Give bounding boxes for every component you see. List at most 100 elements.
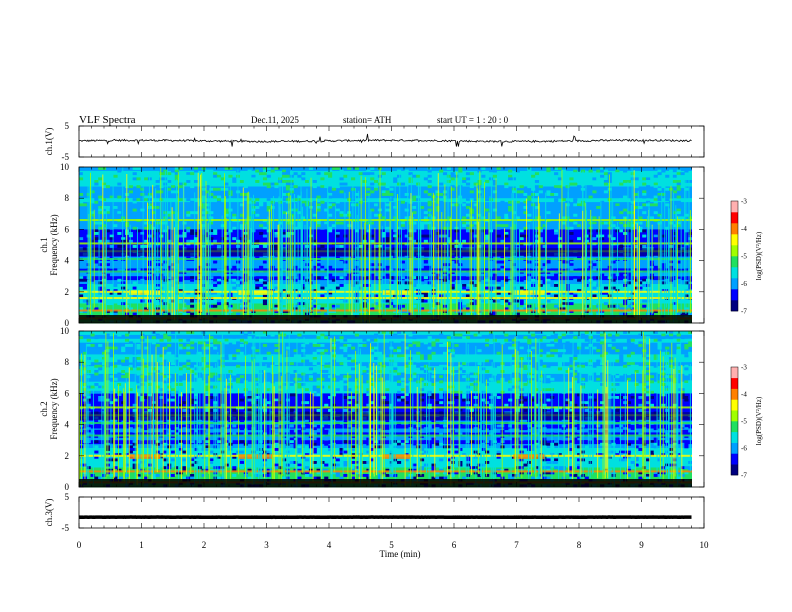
ch1-spectrogram-speckle bbox=[239, 174, 245, 178]
ch2-spectrogram-speckle bbox=[366, 476, 371, 480]
ch1-spectrogram-speckle bbox=[109, 198, 114, 202]
ch1-spectrogram-speckle bbox=[488, 265, 494, 269]
ch1-spectrogram-speckle bbox=[500, 229, 505, 233]
ch1-spectrogram-speckle bbox=[193, 255, 199, 259]
ch1-spectrogram-speckle bbox=[557, 195, 563, 199]
ch1-spectrogram-speckle bbox=[450, 284, 455, 287]
ch1-spectrogram-speckle bbox=[331, 221, 336, 225]
ch1-spectrogram-speckle bbox=[385, 229, 390, 233]
ch1-spectrogram-speckle bbox=[661, 281, 666, 285]
ch1-spectrogram-speckle bbox=[324, 213, 329, 217]
ch2-spectrogram-speckle bbox=[366, 390, 371, 394]
ch2-spectrogram-speckle bbox=[308, 367, 314, 371]
ch1-spectrogram-speckle bbox=[588, 312, 593, 316]
ch2-spectrogram-speckle bbox=[366, 437, 371, 441]
ch2-spectrogram-speckle bbox=[232, 409, 237, 412]
ch2-spectrogram-speckle bbox=[124, 453, 130, 457]
ch2-spectrogram-speckle bbox=[423, 354, 428, 358]
ch1-spectrogram-speckle bbox=[561, 265, 566, 269]
ch1-spectrogram-speckle bbox=[98, 221, 103, 225]
ch2-spectrogram-speckle bbox=[343, 362, 348, 366]
ch2-spectrogram-speckle bbox=[301, 461, 306, 464]
ch1-spectrogram-speckle bbox=[419, 299, 425, 303]
ch1-spectrogram-speckle bbox=[573, 278, 578, 282]
ch2-spectrogram-speckle bbox=[354, 377, 359, 381]
ch1-spectrogram-speckle bbox=[389, 187, 394, 191]
ch1-spectrogram-speckle bbox=[331, 185, 336, 189]
ch2-spectrogram-speckle bbox=[435, 401, 440, 405]
ch2-spectrogram-speckle bbox=[431, 468, 436, 472]
ch2-spectrogram-speckle bbox=[224, 354, 229, 358]
ch2-spectrogram-speckle bbox=[305, 458, 310, 462]
ch1-spectrogram-speckle bbox=[293, 185, 298, 189]
ch2-spectrogram-bg-row bbox=[79, 381, 692, 387]
ch1-spectrogram-speckle bbox=[423, 177, 428, 181]
ch1-spectrogram-speckle bbox=[504, 182, 509, 186]
ch1-spectrogram-speckle bbox=[653, 187, 658, 191]
ch2-spectrogram-speckle bbox=[400, 440, 405, 444]
ch2-spectrogram-speckle bbox=[167, 338, 172, 342]
ch1-spectrogram-speckle bbox=[396, 211, 402, 215]
ch1-spectrogram-speckle bbox=[324, 172, 329, 176]
ch1-spectrogram-speckle bbox=[396, 226, 402, 230]
ch1-spectrogram-speckle bbox=[623, 208, 628, 212]
ch1-spectrogram-speckle bbox=[209, 187, 214, 191]
ch1-spectrogram-speckle bbox=[435, 198, 440, 202]
ch1-spectrogram-speckle bbox=[297, 203, 302, 207]
ch2-spectrogram-speckle bbox=[316, 380, 321, 384]
ch1-spectrogram-speckle bbox=[201, 167, 206, 170]
ch1-spectrogram-speckle bbox=[523, 193, 528, 196]
ch1-spectrogram-speckle bbox=[320, 265, 325, 269]
ch1-spectrogram-speckle bbox=[511, 187, 517, 191]
ch1-spectrogram-speckle bbox=[592, 237, 597, 241]
ch1-spectrogram-speckle bbox=[477, 169, 482, 173]
ch2-spectrogram-speckle bbox=[94, 331, 99, 334]
ch2-spectrogram-speckle bbox=[316, 463, 321, 467]
ch1-spectrogram-speckle bbox=[485, 198, 490, 202]
ch1-spectrogram-speckle bbox=[554, 281, 559, 285]
ch1-spectrogram-speckle bbox=[412, 304, 417, 308]
ch2-spectrogram-speckle bbox=[312, 432, 317, 436]
ch2-spectrogram-speckle bbox=[86, 453, 91, 457]
ch2-spectrogram-speckle bbox=[312, 388, 317, 392]
ch2-spectrogram-speckle bbox=[98, 398, 103, 402]
ch1-spectrogram-speckle bbox=[289, 216, 294, 220]
ch2-spectrogram-speckle bbox=[381, 476, 386, 480]
ch2-spectrogram-speckle bbox=[209, 331, 214, 334]
ch1-spectrogram-speckle bbox=[170, 221, 176, 225]
ch1-spectrogram-speckle bbox=[519, 234, 524, 238]
ch2-spectrogram-speckle bbox=[278, 359, 283, 363]
ch1-spectrogram-speckle bbox=[523, 263, 528, 267]
ch2-spectrogram-speckle bbox=[109, 390, 114, 394]
ch1-spectrogram-speckle bbox=[653, 200, 658, 204]
ch1-spectrogram-speckle bbox=[324, 221, 329, 225]
ch1-spectrogram-speckle bbox=[374, 302, 379, 306]
ch1-spectrogram-speckle bbox=[396, 174, 402, 178]
ch2-spectrogram-speckle bbox=[163, 463, 168, 467]
ch1-spectrogram-speckle bbox=[132, 198, 137, 202]
ch2-spectrogram-speckle bbox=[90, 344, 95, 347]
ch2-spectrogram-speckle bbox=[136, 357, 141, 360]
ch2-spectrogram-speckle bbox=[308, 375, 314, 379]
ch1-spectrogram-speckle bbox=[684, 187, 689, 191]
ch2-spectrogram-speckle bbox=[328, 448, 333, 451]
ch1-spectrogram-speckle bbox=[465, 273, 471, 277]
ch1-spectrogram-speckle bbox=[293, 304, 298, 308]
ch1-spectrogram-speckle bbox=[285, 299, 291, 303]
ch2-spectrogram-speckle bbox=[178, 448, 183, 451]
ch1-spectrogram-speckle bbox=[366, 273, 371, 277]
ch1-spectrogram-speckle bbox=[205, 169, 210, 173]
ch2-spectrogram-speckle bbox=[439, 466, 444, 470]
ch2-spectrogram-speckle bbox=[86, 390, 91, 394]
ch2-spectrogram-speckle bbox=[431, 466, 436, 470]
ch2-spectrogram-speckle bbox=[190, 364, 195, 368]
ch2-spectrogram-speckle bbox=[385, 427, 390, 431]
ch2-spectrogram-speckle bbox=[370, 346, 375, 350]
ch2-spectrogram-speckle bbox=[128, 341, 133, 345]
ch1-spectrogram-speckle bbox=[289, 265, 294, 269]
ch2-spectrogram-speckle bbox=[216, 437, 222, 441]
ch1-spectrogram-speckle bbox=[615, 206, 620, 209]
ch2-spectrogram-speckle bbox=[419, 354, 425, 358]
ch1-spectrogram-speckle bbox=[515, 263, 520, 267]
ch2-spectrogram-speckle bbox=[109, 336, 114, 340]
